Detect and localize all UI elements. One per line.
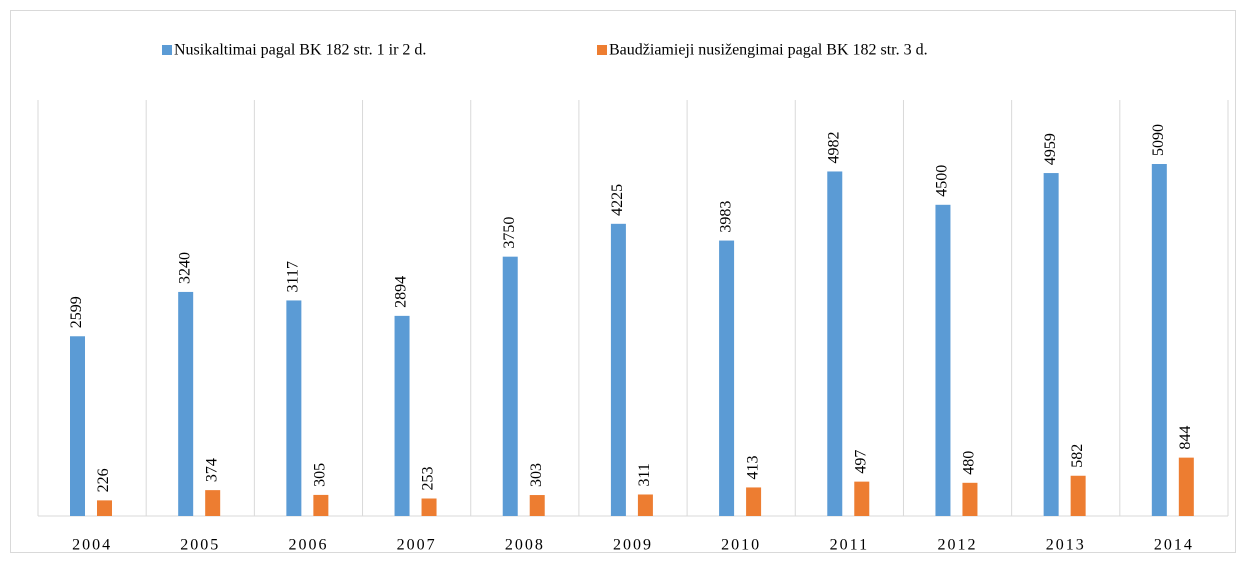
bar bbox=[637, 494, 653, 516]
bar bbox=[962, 482, 978, 516]
x-tick-label: 2010 bbox=[721, 537, 761, 554]
bar bbox=[1070, 475, 1086, 516]
legend-label: Nusikaltimai pagal BK 182 str. 1 ir 2 d. bbox=[174, 42, 426, 59]
bar bbox=[502, 256, 518, 516]
bar bbox=[719, 240, 735, 516]
x-tick-label: 2011 bbox=[830, 537, 869, 554]
x-tick-label: 2004 bbox=[72, 537, 112, 554]
data-label: 303 bbox=[528, 463, 545, 487]
bar bbox=[746, 487, 762, 516]
data-label: 5090 bbox=[1150, 124, 1167, 156]
bar bbox=[1178, 457, 1194, 516]
data-label: 2599 bbox=[68, 296, 85, 328]
bar bbox=[286, 300, 302, 516]
data-label: 4225 bbox=[609, 184, 626, 216]
data-label: 3117 bbox=[285, 261, 302, 292]
x-tick-label: 2013 bbox=[1046, 537, 1086, 554]
data-label: 374 bbox=[203, 458, 220, 482]
x-tick-label: 2008 bbox=[505, 537, 545, 554]
legend-swatch bbox=[597, 45, 607, 55]
bar bbox=[205, 490, 221, 516]
x-tick-label: 2009 bbox=[613, 537, 653, 554]
bar bbox=[529, 495, 545, 516]
x-tick-label: 2014 bbox=[1154, 537, 1194, 554]
bar bbox=[935, 204, 951, 516]
bar bbox=[1043, 173, 1059, 516]
bar bbox=[394, 315, 410, 516]
bar bbox=[827, 171, 843, 517]
data-label: 844 bbox=[1177, 426, 1194, 450]
bar bbox=[854, 481, 870, 516]
legend-label: Baudžiamieji nusižengimai pagal BK 182 s… bbox=[609, 42, 928, 59]
data-label: 2894 bbox=[393, 276, 410, 308]
data-label: 4959 bbox=[1042, 133, 1059, 165]
bar bbox=[1151, 164, 1167, 516]
legend-swatch bbox=[162, 45, 172, 55]
data-label: 253 bbox=[420, 467, 437, 491]
data-label: 4982 bbox=[825, 131, 842, 163]
x-tick-label: 2012 bbox=[938, 537, 978, 554]
data-label: 480 bbox=[961, 451, 978, 475]
bar bbox=[610, 223, 626, 516]
data-label: 311 bbox=[636, 463, 653, 486]
data-label: 3240 bbox=[176, 252, 193, 284]
bar bbox=[70, 336, 85, 516]
x-tick-label: 2007 bbox=[397, 537, 437, 554]
data-label: 413 bbox=[744, 455, 761, 479]
data-label: 4500 bbox=[934, 165, 951, 197]
bar bbox=[421, 498, 437, 516]
data-label: 497 bbox=[852, 450, 869, 474]
data-label: 3983 bbox=[717, 201, 734, 233]
data-label: 226 bbox=[95, 468, 112, 492]
data-label: 3750 bbox=[501, 217, 518, 249]
x-tick-label: 2005 bbox=[180, 537, 220, 554]
data-label: 582 bbox=[1069, 444, 1086, 468]
bar bbox=[97, 500, 112, 516]
x-tick-label: 2006 bbox=[288, 537, 328, 554]
bar bbox=[313, 494, 329, 516]
data-label: 305 bbox=[312, 463, 329, 487]
bar bbox=[178, 291, 194, 516]
